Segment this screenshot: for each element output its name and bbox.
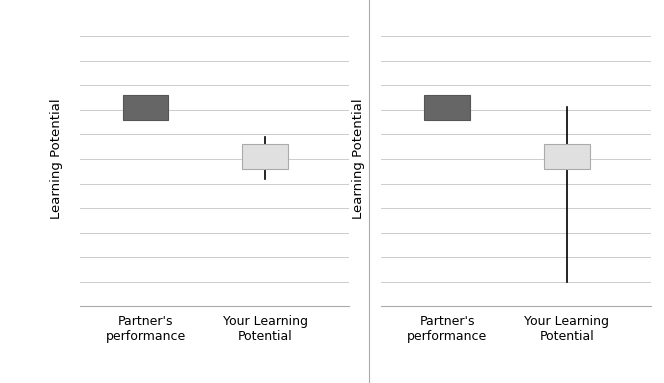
Y-axis label: Learning Potential: Learning Potential (50, 99, 63, 219)
Bar (424, 95, 470, 119)
Bar (123, 95, 168, 119)
Bar (544, 144, 590, 169)
Bar (242, 144, 288, 169)
Y-axis label: Learning Potential: Learning Potential (352, 99, 365, 219)
